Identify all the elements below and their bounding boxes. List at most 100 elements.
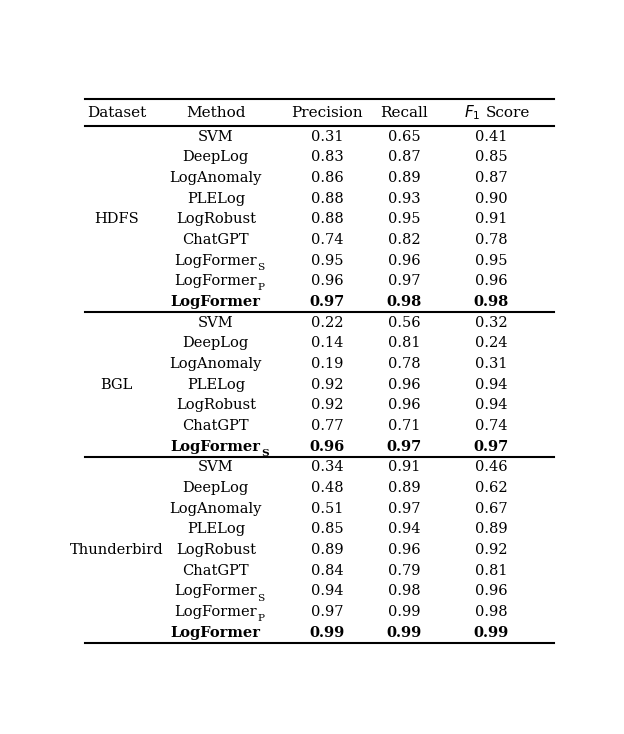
Text: 0.97: 0.97 xyxy=(474,440,509,454)
Text: 0.98: 0.98 xyxy=(388,584,421,598)
Text: 0.89: 0.89 xyxy=(311,543,343,557)
Text: 0.92: 0.92 xyxy=(311,378,343,392)
Text: 0.14: 0.14 xyxy=(311,336,343,350)
Text: 0.56: 0.56 xyxy=(388,316,421,330)
Text: LogRobust: LogRobust xyxy=(176,399,256,413)
Text: 0.19: 0.19 xyxy=(311,357,343,371)
Text: $\mathit{F}_1$: $\mathit{F}_1$ xyxy=(464,103,480,122)
Text: 0.94: 0.94 xyxy=(388,523,421,537)
Text: 0.93: 0.93 xyxy=(388,192,421,206)
Text: 0.77: 0.77 xyxy=(311,419,343,433)
Text: Thunderbird: Thunderbird xyxy=(70,543,163,557)
Text: 0.96: 0.96 xyxy=(388,543,421,557)
Text: 0.96: 0.96 xyxy=(388,254,421,268)
Text: BGL: BGL xyxy=(100,378,133,392)
Text: P: P xyxy=(257,614,264,623)
Text: 0.71: 0.71 xyxy=(388,419,421,433)
Text: PLELog: PLELog xyxy=(187,192,245,206)
Text: LogFormer: LogFormer xyxy=(171,626,261,640)
Text: 0.82: 0.82 xyxy=(388,233,421,247)
Text: 0.48: 0.48 xyxy=(311,481,343,495)
Text: 0.92: 0.92 xyxy=(475,543,508,557)
Text: ChatGPT: ChatGPT xyxy=(182,419,249,433)
Text: 0.97: 0.97 xyxy=(387,440,422,454)
Text: LogFormer: LogFormer xyxy=(174,584,256,598)
Text: 0.99: 0.99 xyxy=(387,626,422,640)
Text: LogAnomaly: LogAnomaly xyxy=(170,502,262,516)
Text: LogFormer: LogFormer xyxy=(174,254,256,268)
Text: LogFormer: LogFormer xyxy=(170,440,260,454)
Text: 0.98: 0.98 xyxy=(474,295,509,309)
Text: 0.94: 0.94 xyxy=(475,399,508,413)
Text: S: S xyxy=(261,448,268,458)
Text: 0.97: 0.97 xyxy=(388,502,421,516)
Text: Precision: Precision xyxy=(291,106,363,120)
Text: 0.91: 0.91 xyxy=(475,212,508,226)
Text: 0.79: 0.79 xyxy=(388,564,421,578)
Text: 0.46: 0.46 xyxy=(475,460,508,474)
Text: 0.89: 0.89 xyxy=(388,171,421,185)
Text: S: S xyxy=(257,594,265,603)
Text: 0.86: 0.86 xyxy=(311,171,343,185)
Text: 0.83: 0.83 xyxy=(311,150,343,164)
Text: 0.85: 0.85 xyxy=(311,523,343,537)
Text: LogFormer: LogFormer xyxy=(174,605,256,619)
Text: 0.94: 0.94 xyxy=(311,584,343,598)
Text: 0.99: 0.99 xyxy=(474,626,509,640)
Text: 0.95: 0.95 xyxy=(475,254,508,268)
Text: 0.31: 0.31 xyxy=(475,357,508,371)
Text: 0.22: 0.22 xyxy=(311,316,343,330)
Text: ChatGPT: ChatGPT xyxy=(182,233,249,247)
Text: Dataset: Dataset xyxy=(87,106,146,120)
Text: 0.88: 0.88 xyxy=(311,192,343,206)
Text: 0.81: 0.81 xyxy=(388,336,421,350)
Text: SVM: SVM xyxy=(198,460,233,474)
Text: 0.96: 0.96 xyxy=(388,399,421,413)
Text: SVM: SVM xyxy=(198,130,233,144)
Text: Method: Method xyxy=(186,106,246,120)
Text: 0.96: 0.96 xyxy=(310,440,344,454)
Text: 0.91: 0.91 xyxy=(388,460,421,474)
Text: 0.65: 0.65 xyxy=(388,130,421,144)
Text: 0.98: 0.98 xyxy=(387,295,422,309)
Text: PLELog: PLELog xyxy=(187,378,245,392)
Text: 0.95: 0.95 xyxy=(388,212,421,226)
Text: P: P xyxy=(257,283,264,292)
Text: 0.96: 0.96 xyxy=(475,584,508,598)
Text: ChatGPT: ChatGPT xyxy=(182,564,249,578)
Text: 0.98: 0.98 xyxy=(475,605,508,619)
Text: DeepLog: DeepLog xyxy=(183,336,249,350)
Text: LogFormer: LogFormer xyxy=(171,295,261,309)
Text: 0.51: 0.51 xyxy=(311,502,343,516)
Text: 0.74: 0.74 xyxy=(475,419,508,433)
Text: LogAnomaly: LogAnomaly xyxy=(170,171,262,185)
Text: 0.96: 0.96 xyxy=(475,275,508,288)
Text: Recall: Recall xyxy=(381,106,428,120)
Text: LogFormer: LogFormer xyxy=(174,275,256,288)
Text: 0.85: 0.85 xyxy=(475,150,508,164)
Text: 0.95: 0.95 xyxy=(311,254,343,268)
Text: 0.90: 0.90 xyxy=(475,192,508,206)
Text: 0.34: 0.34 xyxy=(311,460,343,474)
Text: HDFS: HDFS xyxy=(94,212,139,226)
Text: 0.41: 0.41 xyxy=(475,130,508,144)
Text: 0.94: 0.94 xyxy=(475,378,508,392)
Text: LogRobust: LogRobust xyxy=(176,212,256,226)
Text: 0.62: 0.62 xyxy=(475,481,508,495)
Text: 0.32: 0.32 xyxy=(475,316,508,330)
Text: LogRobust: LogRobust xyxy=(176,543,256,557)
Text: 0.89: 0.89 xyxy=(388,481,421,495)
Text: 0.97: 0.97 xyxy=(310,295,344,309)
Text: 0.88: 0.88 xyxy=(311,212,343,226)
Text: 0.84: 0.84 xyxy=(311,564,343,578)
Text: 0.96: 0.96 xyxy=(388,378,421,392)
Text: 0.96: 0.96 xyxy=(311,275,343,288)
Text: 0.24: 0.24 xyxy=(475,336,508,350)
Text: 0.31: 0.31 xyxy=(311,130,343,144)
Text: SVM: SVM xyxy=(198,316,233,330)
Text: 0.99: 0.99 xyxy=(388,605,421,619)
Text: 0.74: 0.74 xyxy=(311,233,343,247)
Text: PLELog: PLELog xyxy=(187,523,245,537)
Text: 0.87: 0.87 xyxy=(475,171,508,185)
Text: 0.99: 0.99 xyxy=(310,626,344,640)
